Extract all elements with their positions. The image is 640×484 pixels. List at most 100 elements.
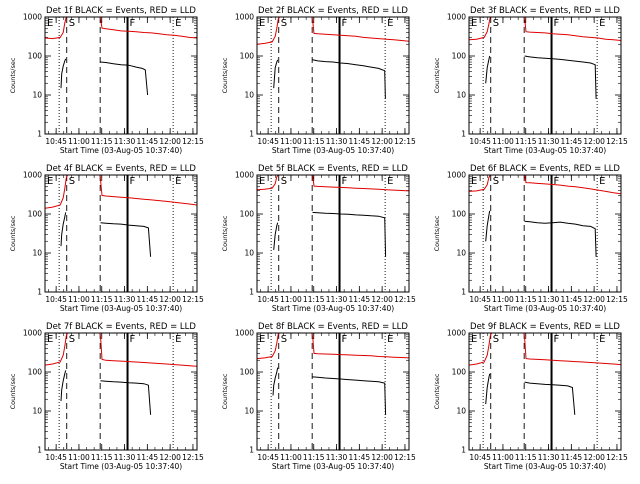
marker-letter: E	[387, 334, 393, 345]
marker-letter: E	[175, 176, 181, 187]
x-tick-label: 11:15	[91, 453, 113, 462]
y-tick-label: 1	[249, 130, 254, 139]
marker-letter: F	[554, 176, 560, 187]
lld-line	[311, 175, 409, 192]
events-line	[312, 376, 387, 415]
marker-letter: S	[69, 176, 75, 187]
panel-2: Det 2f BLACK = Events, RED = LLD Counts/s…	[221, 6, 416, 155]
x-tick-label: 12:00	[159, 453, 181, 462]
marker-letter: F	[342, 334, 348, 345]
x-tick-label: 12:00	[371, 295, 393, 304]
y-axis-label: Counts/sec	[221, 57, 229, 93]
marker-letter: E	[471, 334, 477, 345]
x-tick-label: 11:30	[538, 137, 560, 146]
x-axis-label: Start Time (03-Aug-05 10:37:40)	[60, 304, 182, 313]
x-tick-label: 12:15	[394, 453, 416, 462]
marker-letter: F	[554, 18, 560, 29]
x-axis-label: Start Time (03-Aug-05 10:37:40)	[484, 462, 606, 471]
y-tick-label: 10	[456, 91, 466, 100]
y-tick-label: 10	[244, 407, 254, 416]
y-axis-label: Counts/sec	[9, 215, 17, 251]
marker-letter: S	[281, 334, 287, 345]
x-tick-label: 11:15	[91, 137, 113, 146]
x-tick-label: 11:15	[303, 453, 325, 462]
y-tick-label: 1	[37, 130, 42, 139]
lld-line	[469, 175, 493, 192]
marker-letter: S	[493, 334, 499, 345]
x-tick-label: 11:00	[68, 453, 90, 462]
y-tick-label: 1000	[23, 13, 42, 22]
y-axis-label: Counts/sec	[221, 215, 229, 251]
x-tick-label: 12:15	[182, 295, 204, 304]
x-tick-label: 10:45	[257, 453, 279, 462]
x-tick-label: 12:15	[606, 453, 628, 462]
y-tick-label: 1	[461, 130, 466, 139]
events-line	[100, 222, 152, 257]
x-axis-label: Start Time (03-Aug-05 10:37:40)	[60, 146, 182, 155]
x-tick-label: 11:45	[349, 453, 371, 462]
x-tick-label: 11:30	[326, 137, 348, 146]
y-axis-label: Counts/sec	[433, 57, 441, 93]
y-tick-label: 1000	[235, 171, 254, 180]
x-tick-label: 11:00	[492, 137, 514, 146]
y-tick-label: 100	[452, 52, 467, 61]
x-tick-label: 12:00	[159, 295, 181, 304]
marker-letter: F	[130, 176, 136, 187]
x-tick-label: 10:45	[45, 453, 67, 462]
events-line	[60, 212, 67, 247]
x-tick-label: 12:15	[182, 137, 204, 146]
x-tick-label: 11:15	[303, 137, 325, 146]
y-axis-label: Counts/sec	[9, 373, 17, 409]
marker-letter: E	[599, 176, 605, 187]
marker-letter: S	[281, 176, 287, 187]
x-tick-label: 11:15	[91, 295, 113, 304]
x-tick-label: 12:15	[182, 453, 204, 462]
plot-frame	[44, 174, 198, 293]
panel-title: Det 9f BLACK = Events, RED = LLD	[470, 322, 620, 332]
x-tick-label: 11:45	[137, 453, 159, 462]
x-tick-label: 10:45	[469, 137, 491, 146]
x-tick-label: 11:00	[492, 453, 514, 462]
panel-9: Det 9f BLACK = Events, RED = LLD Counts/s…	[433, 322, 628, 471]
marker-letter: E	[387, 176, 393, 187]
x-tick-label: 12:00	[583, 137, 605, 146]
lld-line	[257, 175, 281, 191]
y-tick-label: 1	[249, 446, 254, 455]
y-tick-label: 1000	[447, 13, 466, 22]
x-axis-label: Start Time (03-Aug-05 10:37:40)	[272, 304, 394, 313]
x-tick-label: 11:45	[561, 453, 583, 462]
x-axis-label: Start Time (03-Aug-05 10:37:40)	[60, 462, 182, 471]
lld-line	[99, 175, 197, 206]
panel-title: Det 4f BLACK = Events, RED = LLD	[46, 164, 196, 174]
panel-title: Det 6f BLACK = Events, RED = LLD	[470, 164, 620, 174]
y-tick-label: 10	[244, 91, 254, 100]
marker-letter: S	[281, 18, 287, 29]
events-line	[273, 222, 279, 250]
marker-letter: F	[130, 334, 136, 345]
y-tick-label: 100	[240, 368, 255, 377]
marker-letter: E	[387, 18, 393, 29]
panel-8: Det 8f BLACK = Events, RED = LLD Counts/s…	[221, 322, 416, 471]
marker-letter: E	[175, 18, 181, 29]
x-tick-label: 11:00	[68, 295, 90, 304]
y-axis-label: Counts/sec	[433, 373, 441, 409]
lld-line	[99, 333, 197, 367]
marker-letter: F	[342, 176, 348, 187]
x-tick-label: 10:45	[257, 137, 279, 146]
plot-frame	[468, 174, 622, 293]
marker-letter: E	[259, 18, 265, 29]
x-tick-label: 11:45	[137, 295, 159, 304]
panel-3: Det 3f BLACK = Events, RED = LLD Counts/s…	[433, 6, 628, 155]
marker-letter: E	[471, 18, 477, 29]
plot-frame	[468, 332, 622, 451]
x-tick-label: 11:45	[349, 137, 371, 146]
x-axis-label: Start Time (03-Aug-05 10:37:40)	[484, 146, 606, 155]
x-tick-label: 12:00	[159, 137, 181, 146]
events-line	[485, 373, 491, 405]
events-line	[100, 380, 152, 415]
y-axis-label: Counts/sec	[221, 373, 229, 409]
plot-frame	[44, 332, 198, 451]
y-axis-label: Counts/sec	[433, 215, 441, 251]
panel-title: Det 5f BLACK = Events, RED = LLD	[258, 164, 408, 174]
